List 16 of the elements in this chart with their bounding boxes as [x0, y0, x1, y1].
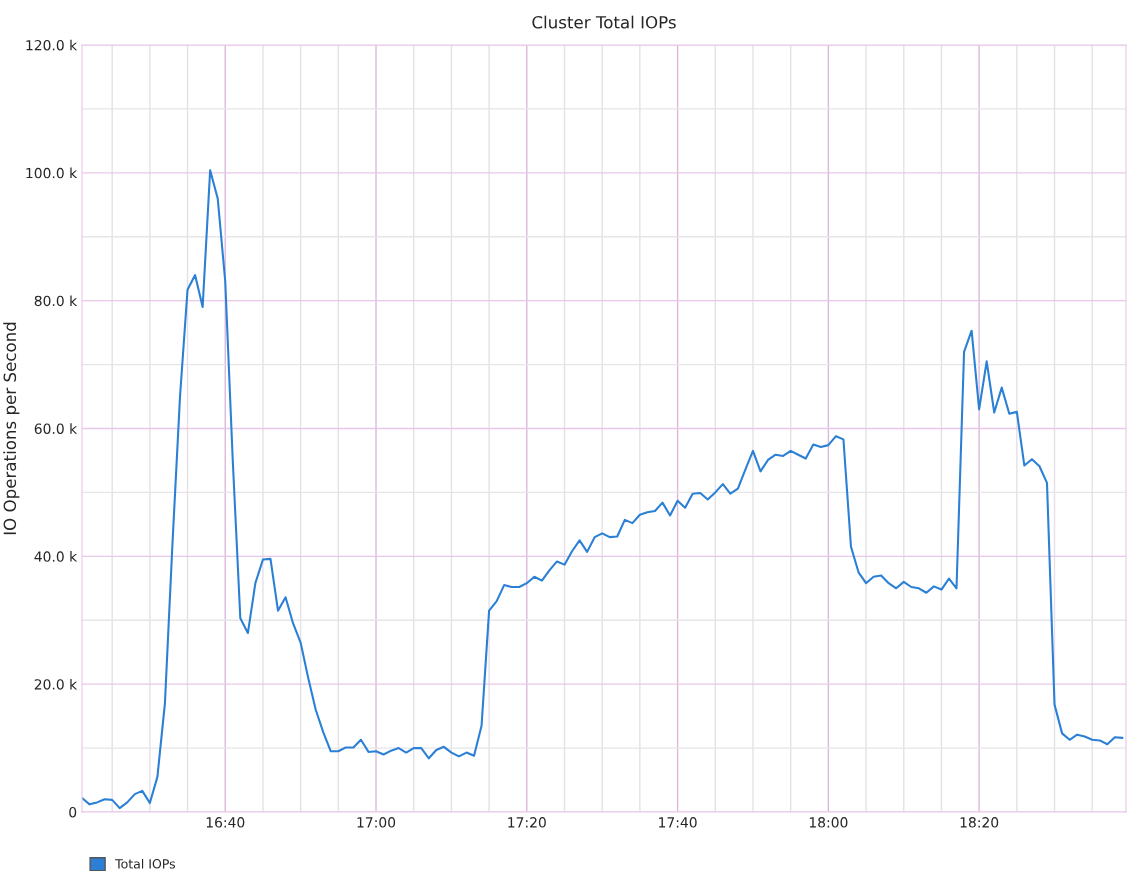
legend-label: Total IOPs	[115, 858, 176, 869]
y-tick-label: 60.0 k	[34, 423, 78, 434]
x-tick-label: 18:20	[960, 817, 999, 828]
x-tick-label: 16:40	[206, 817, 245, 828]
y-tick-label: 80.0 k	[34, 295, 78, 307]
x-tick-label: 17:20	[508, 817, 546, 828]
y-tick-label: 40.0 k	[34, 551, 78, 562]
x-tick-label: 18:00	[809, 817, 848, 828]
y-axis-title: IO Operations per Second	[3, 322, 20, 535]
y-tick-label: 20.0 k	[34, 678, 78, 690]
x-tick-label: 17:00	[357, 817, 396, 828]
chart-title: Cluster Total IOPs	[532, 15, 676, 29]
y-tick-label: 120.0 k	[26, 39, 78, 51]
y-tick-label: 100.0 k	[26, 167, 78, 179]
y-tick-label: 0	[69, 806, 77, 818]
x-tick-label: 17:40	[659, 817, 697, 828]
